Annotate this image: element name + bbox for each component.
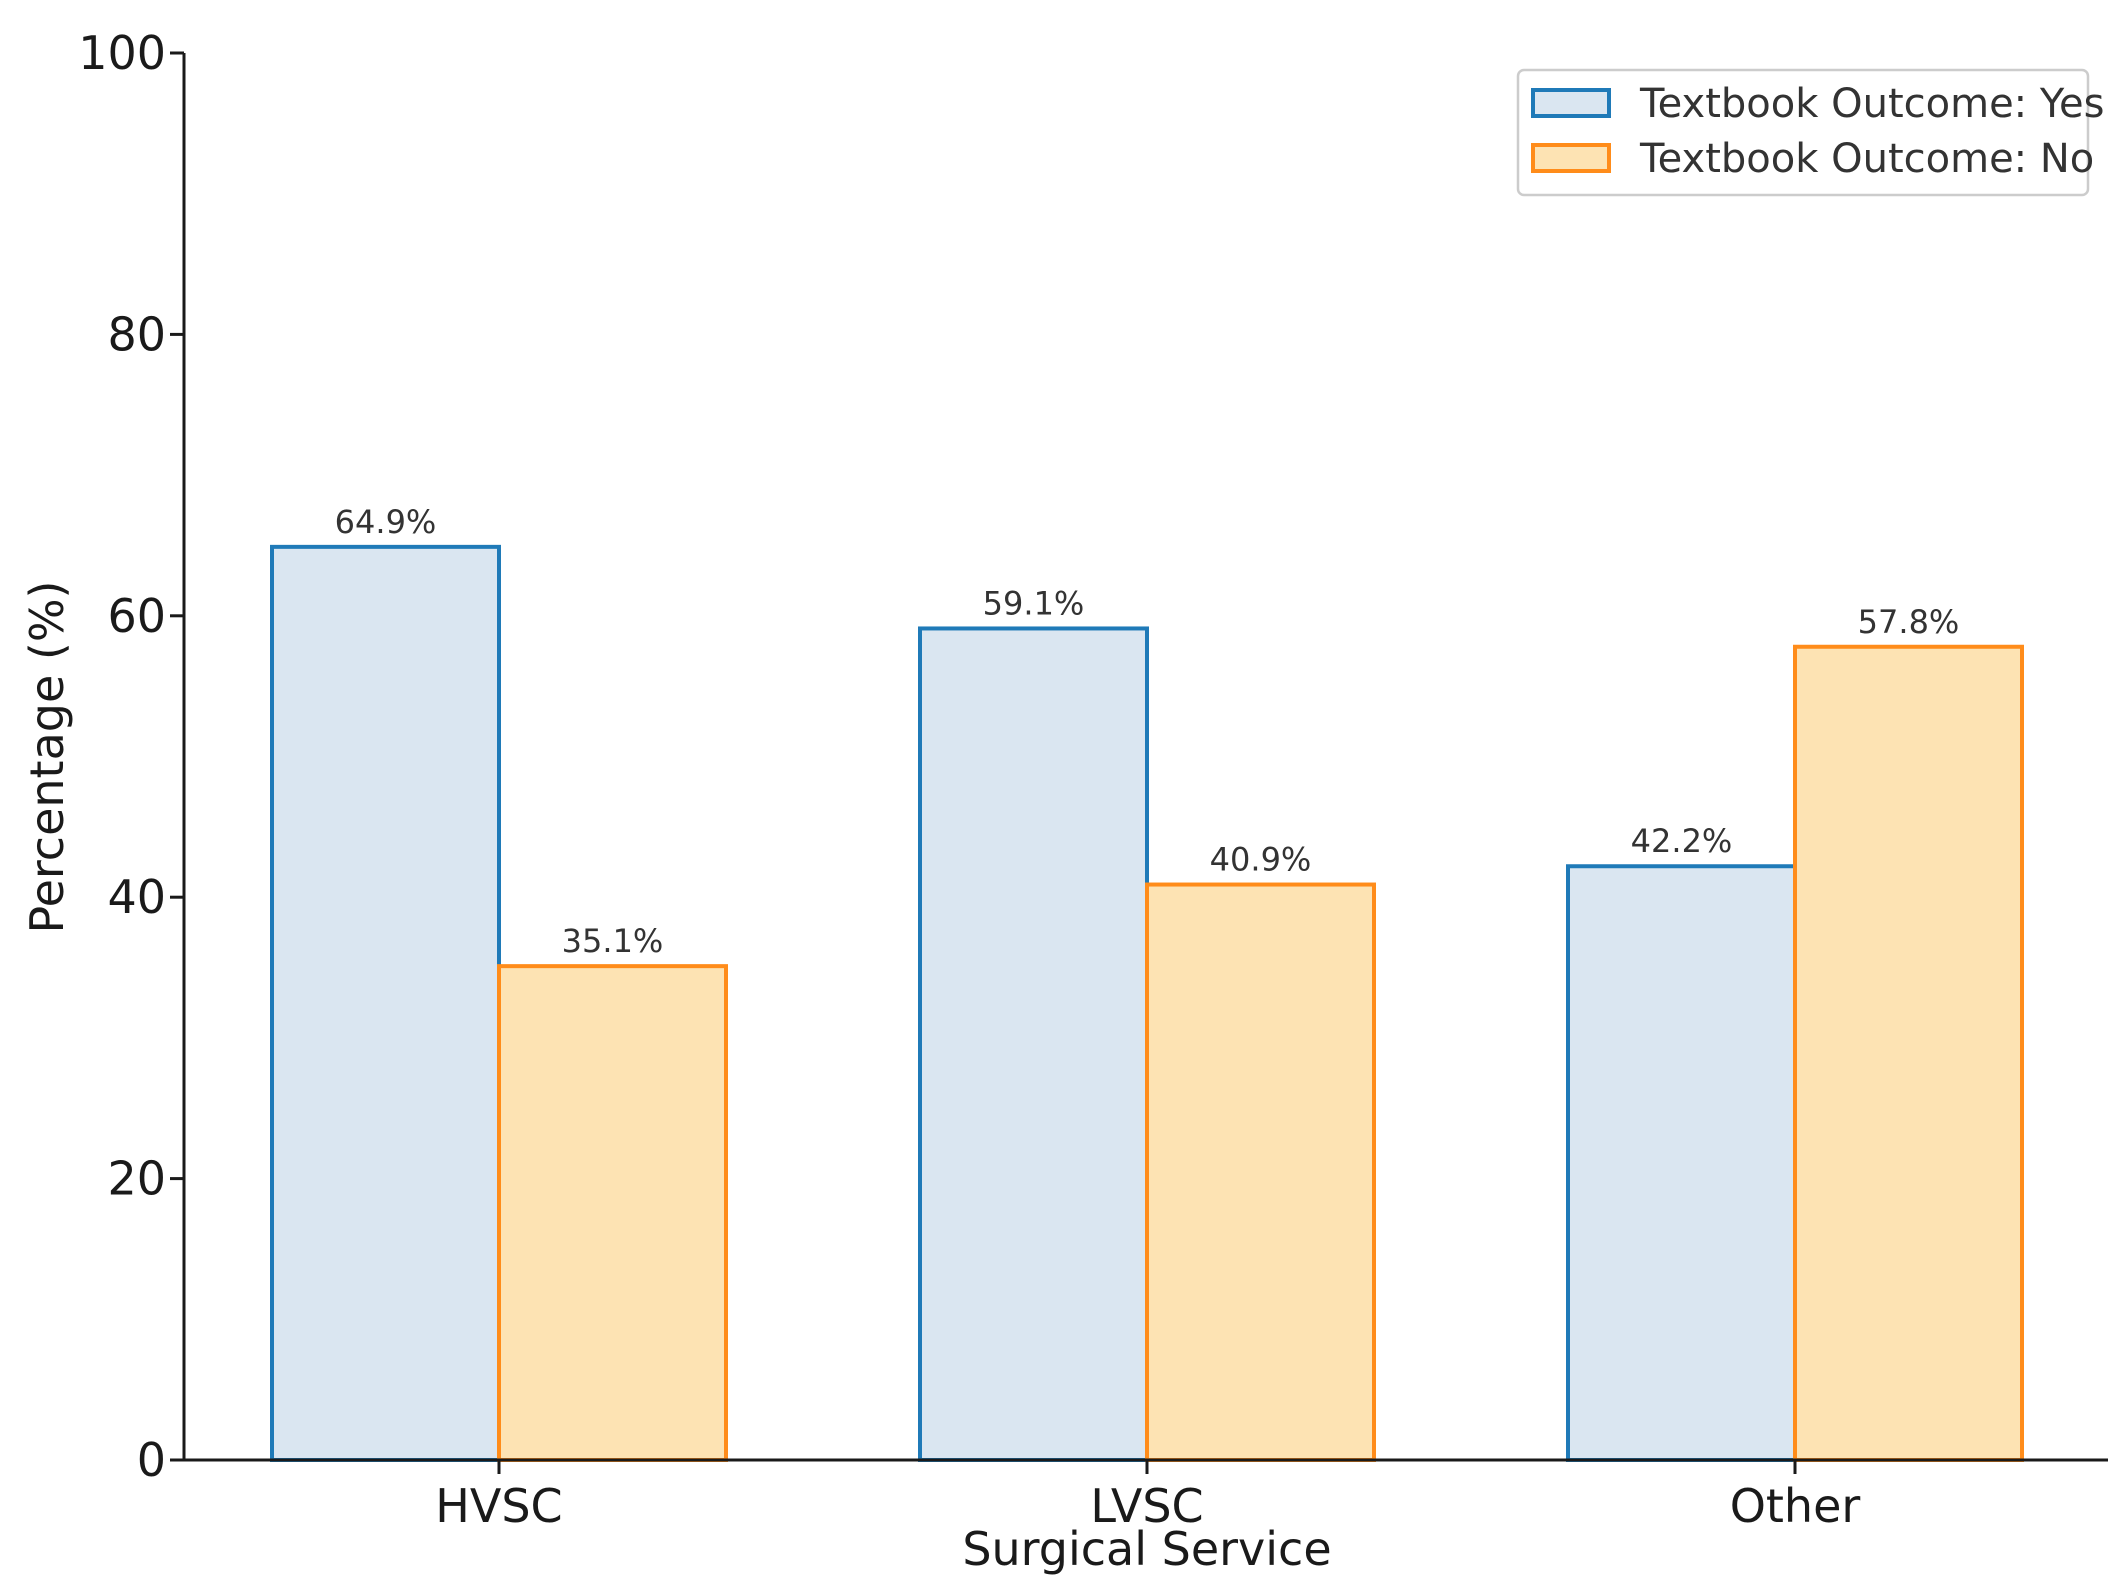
- y-axis-title: Percentage (%): [20, 581, 74, 934]
- y-tick-label: 60: [107, 589, 166, 643]
- y-tick-label: 100: [78, 26, 166, 80]
- y-tick-label: 0: [137, 1433, 166, 1487]
- legend-swatch-yes: [1531, 88, 1611, 118]
- bar-other-no: [1793, 644, 2024, 1462]
- y-tick-label: 40: [107, 870, 166, 924]
- data-label: 42.2%: [1631, 822, 1733, 860]
- bar-lvsc-no: [1145, 882, 1376, 1462]
- x-axis-title: Surgical Service: [962, 1522, 1331, 1576]
- bar-lvsc-yes: [918, 626, 1149, 1462]
- legend: Textbook Outcome: Yes Textbook Outcome: …: [1516, 68, 2104, 197]
- data-label: 59.1%: [983, 584, 1085, 622]
- y-ticks: 0 20 40 60 80 100: [78, 26, 184, 1487]
- x-ticks: HVSC LVSC Other: [435, 1460, 1860, 1533]
- x-tick-label: LVSC: [1090, 1479, 1203, 1533]
- x-tick-label: Other: [1730, 1479, 1861, 1533]
- data-label: 57.8%: [1858, 603, 1960, 641]
- bar-other-yes: [1566, 864, 1797, 1462]
- x-tick-label: HVSC: [435, 1479, 562, 1533]
- data-label: 64.9%: [335, 503, 437, 541]
- legend-swatch-no: [1531, 143, 1611, 173]
- bar-hvsc-yes: [270, 544, 501, 1462]
- legend-label-no: Textbook Outcome: No: [1639, 136, 2094, 182]
- y-tick-label: 20: [107, 1152, 166, 1206]
- data-label: 35.1%: [562, 922, 664, 960]
- bars-layer: 64.9% 35.1% 59.1% 40.9% 42.2% 57.8%: [270, 503, 2024, 1462]
- legend-label-yes: Textbook Outcome: Yes: [1639, 81, 2104, 127]
- legend-frame: [1516, 68, 2090, 197]
- data-label: 40.9%: [1210, 841, 1312, 879]
- y-tick-label: 80: [107, 307, 166, 361]
- bar-hvsc-no: [497, 964, 728, 1462]
